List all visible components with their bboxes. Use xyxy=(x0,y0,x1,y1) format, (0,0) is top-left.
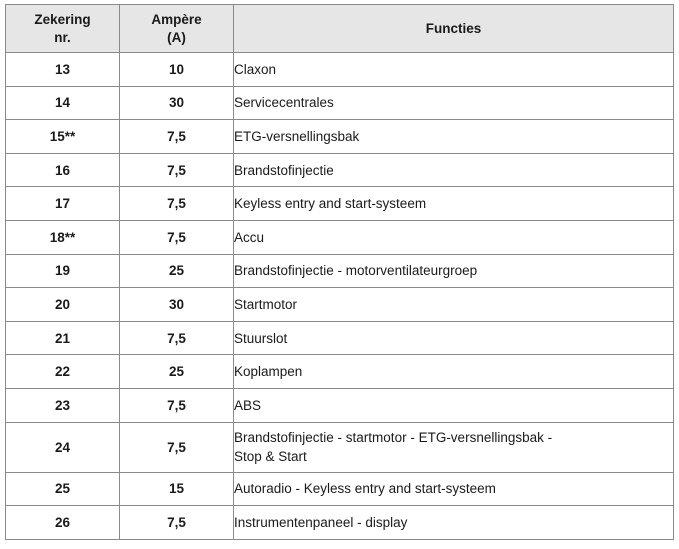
function-cell: Stuurslot xyxy=(233,320,674,356)
ampere-cell: 7,5 xyxy=(119,119,234,154)
function-cell: Startmotor xyxy=(233,287,674,322)
table-row: 19 25 Brandstofinjectie - motorventilate… xyxy=(5,253,674,289)
function-line2: Stop & Start xyxy=(234,449,307,465)
function-cell: Claxon xyxy=(233,52,674,87)
fuse-number-cell: 21 xyxy=(5,320,120,356)
table-row: 24 7,5 Brandstofinjectie - startmotor - … xyxy=(5,421,674,473)
header-row: Zekering nr. Ampère (A) Functies xyxy=(5,4,674,53)
function-line1: Brandstofinjectie - startmotor - ETG-ver… xyxy=(234,430,553,446)
header-ampere: Ampère (A) xyxy=(119,4,234,53)
function-cell: Accu xyxy=(233,219,674,255)
fuse-number-cell: 17 xyxy=(5,186,120,221)
table-row: 17 7,5 Keyless entry and start-systeem xyxy=(5,186,674,221)
table-row: 18** 7,5 Accu xyxy=(5,219,674,255)
function-cell: ABS xyxy=(233,387,674,423)
ampere-cell: 7,5 xyxy=(119,387,234,423)
table-row: 26 7,5 Instrumentenpaneel - display xyxy=(5,505,674,540)
ampere-cell: 7,5 xyxy=(119,219,234,255)
ampere-cell: 7,5 xyxy=(119,421,234,473)
ampere-cell: 10 xyxy=(119,52,234,87)
fuse-table-body: 13 10 Claxon 14 30 Servicecentrales 15**… xyxy=(5,52,674,540)
function-cell: Brandstofinjectie - startmotor - ETG-ver… xyxy=(233,421,674,473)
table-row: 13 10 Claxon xyxy=(5,52,674,87)
header-amp-line1: Ampère xyxy=(151,11,202,27)
fuse-table-header: Zekering nr. Ampère (A) Functies xyxy=(5,4,674,53)
fuse-number-cell: 18** xyxy=(5,219,120,255)
ampere-cell: 25 xyxy=(119,354,234,389)
function-cell: Keyless entry and start-systeem xyxy=(233,186,674,221)
ampere-cell: 25 xyxy=(119,253,234,289)
ampere-cell: 7,5 xyxy=(119,505,234,540)
table-row: 22 25 Koplampen xyxy=(5,354,674,389)
fuse-number-cell: 22 xyxy=(5,354,120,389)
function-cell: Koplampen xyxy=(233,354,674,389)
fuse-number-cell: 16 xyxy=(5,152,120,188)
table-row: 16 7,5 Brandstofinjectie xyxy=(5,152,674,188)
ampere-cell: 7,5 xyxy=(119,320,234,356)
table-row: 14 30 Servicecentrales xyxy=(5,85,674,121)
header-fuse-number: Zekering nr. xyxy=(5,4,120,53)
ampere-cell: 7,5 xyxy=(119,152,234,188)
table-row: 21 7,5 Stuurslot xyxy=(5,320,674,356)
fuse-number-cell: 26 xyxy=(5,505,120,540)
header-fuse-line1: Zekering xyxy=(34,11,91,27)
function-cell: ETG-versnellingsbak xyxy=(233,119,674,154)
fuse-number-cell: 14 xyxy=(5,85,120,121)
ampere-cell: 7,5 xyxy=(119,186,234,221)
ampere-cell: 30 xyxy=(119,287,234,322)
fuse-number-cell: 19 xyxy=(5,253,120,289)
ampere-cell: 15 xyxy=(119,471,234,507)
function-cell: Brandstofinjectie - motorventilateurgroe… xyxy=(233,253,674,289)
table-row: 15** 7,5 ETG-versnellingsbak xyxy=(5,119,674,154)
function-cell: Instrumentenpaneel - display xyxy=(233,505,674,540)
fuse-number-cell: 13 xyxy=(5,52,120,87)
fuse-number-cell: 24 xyxy=(5,421,120,473)
function-cell: Brandstofinjectie xyxy=(233,152,674,188)
table-row: 25 15 Autoradio - Keyless entry and star… xyxy=(5,471,674,507)
header-functions: Functies xyxy=(233,4,674,53)
fuse-number-cell: 20 xyxy=(5,287,120,322)
function-cell: Autoradio - Keyless entry and start-syst… xyxy=(233,471,674,507)
fuse-number-cell: 23 xyxy=(5,387,120,423)
header-fuse-line2: nr. xyxy=(54,29,71,45)
function-cell: Servicecentrales xyxy=(233,85,674,121)
fuse-number-cell: 15** xyxy=(5,119,120,154)
header-amp-line2: (A) xyxy=(167,29,186,45)
fuse-number-cell: 25 xyxy=(5,471,120,507)
ampere-cell: 30 xyxy=(119,85,234,121)
table-row: 20 30 Startmotor xyxy=(5,287,674,322)
table-row: 23 7,5 ABS xyxy=(5,387,674,423)
fuse-table: Zekering nr. Ampère (A) Functies 13 10 C… xyxy=(5,4,674,540)
